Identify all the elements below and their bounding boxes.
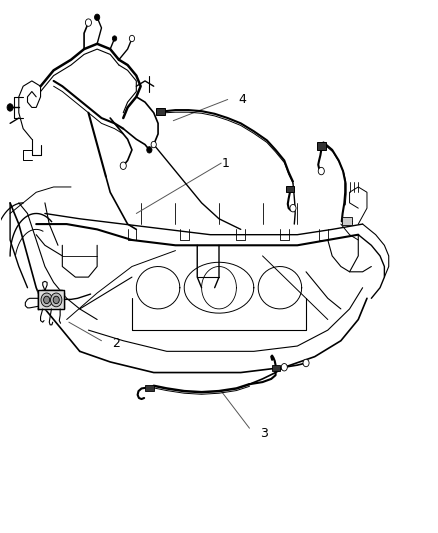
Circle shape — [318, 167, 324, 175]
Text: 2: 2 — [113, 337, 120, 350]
Circle shape — [7, 104, 13, 111]
Circle shape — [303, 359, 309, 367]
Circle shape — [95, 14, 100, 20]
Circle shape — [44, 296, 49, 304]
Circle shape — [41, 293, 52, 307]
Circle shape — [129, 35, 134, 42]
Circle shape — [113, 36, 117, 41]
Circle shape — [147, 147, 152, 153]
Text: 1: 1 — [221, 157, 229, 169]
Bar — [286, 186, 294, 192]
Circle shape — [50, 293, 62, 307]
Circle shape — [85, 19, 92, 26]
Circle shape — [120, 162, 126, 169]
Bar — [342, 216, 352, 225]
Text: 4: 4 — [239, 93, 247, 106]
Bar — [272, 365, 280, 372]
Polygon shape — [39, 290, 64, 309]
Text: 3: 3 — [260, 427, 268, 440]
Bar — [145, 385, 154, 391]
Circle shape — [290, 205, 296, 212]
Circle shape — [151, 141, 156, 148]
Bar — [156, 108, 166, 115]
Circle shape — [281, 364, 287, 371]
Circle shape — [53, 296, 59, 304]
Bar — [317, 142, 326, 150]
